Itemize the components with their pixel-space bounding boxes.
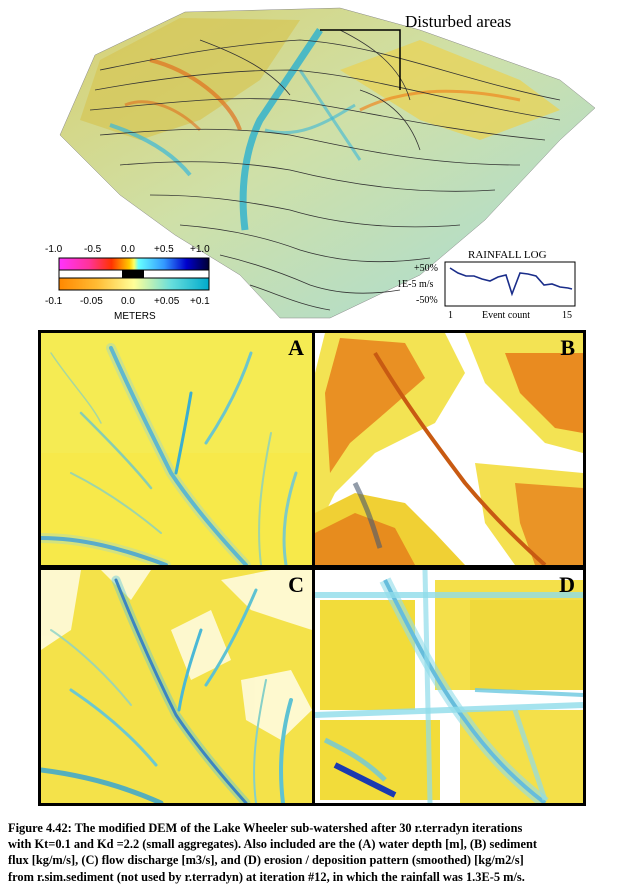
- legend-top-bar: [58, 257, 210, 271]
- rainfall-title: RAINFALL LOG: [468, 249, 547, 261]
- legend-top-tick-0: -1.0: [45, 244, 63, 255]
- caption-line-2: with Kt=0.1 and Kd =2.2 (small aggregate…: [8, 837, 537, 852]
- rainfall-plot-frame: [444, 261, 576, 307]
- caption-line-4: from r.sim.sediment (not used by r.terra…: [8, 869, 525, 884]
- rainfall-ytick-1: 1E-5 m/s: [397, 279, 433, 290]
- legend-top-tick-3: +0.5: [154, 244, 174, 255]
- panel-c-label: C: [288, 572, 304, 597]
- rainfall-xend: 15: [562, 310, 572, 321]
- legend-units: METERS: [114, 311, 156, 322]
- legend-bottom-tick-0: -0.1: [45, 296, 63, 307]
- figure-caption: Figure 4.42: The modified DEM of the Lak…: [8, 820, 614, 885]
- dem-figure: Disturbed areas -1.0 -0.5 0.0 +0.5 +1.0 …: [45, 7, 596, 322]
- legend-bottom-bar: [58, 277, 210, 291]
- legend-top-tick-2: 0.0: [121, 244, 135, 255]
- panel-a-label: A: [288, 335, 304, 360]
- panel-c: C: [41, 570, 312, 803]
- rainfall-xstart: 1: [448, 310, 453, 321]
- legend-marker: [122, 270, 144, 278]
- panel-d-label: D: [559, 572, 575, 597]
- caption-line-1: Figure 4.42: The modified DEM of the Lak…: [8, 821, 523, 835]
- rainfall-xlabel: Event count: [482, 310, 530, 321]
- caption-line-3: flux [kg/m/s], (C) flow discharge [m3/s]…: [8, 853, 524, 868]
- legend-bottom-tick-2: 0.0: [121, 296, 135, 307]
- annotation-leader: [320, 29, 401, 90]
- rainfall-log: RAINFALL LOG +50% 1E-5 m/s -50% 1 Event …: [397, 249, 576, 321]
- legend-bottom-tick-4: +0.1: [190, 296, 210, 307]
- panel-d: D: [315, 570, 583, 803]
- rainfall-ytick-2: -50%: [416, 295, 438, 306]
- panel-b: B: [315, 333, 583, 565]
- contour-lines: [89, 29, 561, 311]
- legend-top-tick-4: +1.0: [190, 244, 210, 255]
- rainfall-ytick-0: +50%: [414, 263, 438, 274]
- legend-bottom-tick-1: -0.05: [80, 296, 103, 307]
- panel-a: A: [41, 333, 312, 565]
- rainfall-series-line: [449, 267, 573, 297]
- annotation-label: Disturbed areas: [405, 12, 511, 31]
- panel-b-label: B: [560, 335, 575, 360]
- color-legend: -1.0 -0.5 0.0 +0.5 +1.0 -0.1 -0.05 0.0 +…: [45, 244, 210, 322]
- legend-top-tick-1: -0.5: [84, 244, 102, 255]
- legend-bottom-tick-3: +0.05: [154, 296, 180, 307]
